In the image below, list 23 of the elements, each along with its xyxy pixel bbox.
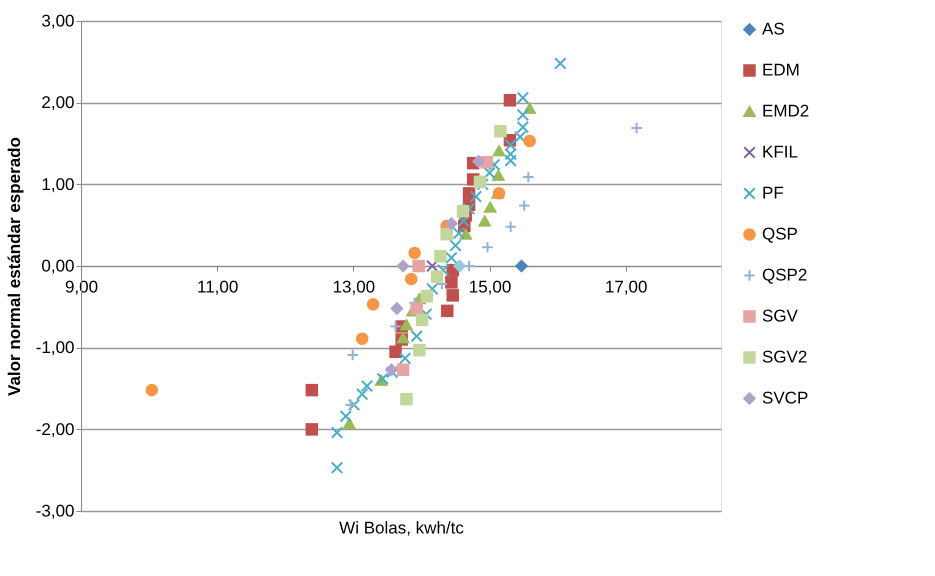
legend-label: AS <box>762 20 785 38</box>
y-tick-label: 3,00 <box>41 12 74 30</box>
y-tick-label: 1,00 <box>41 174 74 194</box>
x-tick-label: 17,00 <box>604 278 648 296</box>
legend-label: SGV <box>762 306 799 326</box>
legend-label: SGV2 <box>762 348 808 366</box>
legend-label: SVCP <box>762 388 808 408</box>
y-tick-label: -3,00 <box>36 502 74 520</box>
x-tick-label: 11,00 <box>197 278 238 296</box>
y-tick-label: 2,00 <box>41 93 74 112</box>
legend-label: EDM <box>762 60 800 80</box>
y-tick-label: -1,00 <box>36 338 74 358</box>
x-tick-label: 15,00 <box>468 278 512 296</box>
x-axis-title: Wi Bolas, kwh/tc <box>339 518 464 538</box>
legend-label: KFIL <box>762 142 798 162</box>
y-tick-label: 0,00 <box>41 256 74 276</box>
legend-label: QSP2 <box>762 266 808 284</box>
legend-label: PF <box>762 184 784 202</box>
y-axis-title: Valor normal estándar esperado <box>4 137 24 396</box>
legend-label: QSP <box>762 224 798 244</box>
legend-label: EMD2 <box>762 102 810 120</box>
y-tick-label: -2,00 <box>36 420 74 439</box>
x-tick-label: 13,00 <box>332 278 376 296</box>
